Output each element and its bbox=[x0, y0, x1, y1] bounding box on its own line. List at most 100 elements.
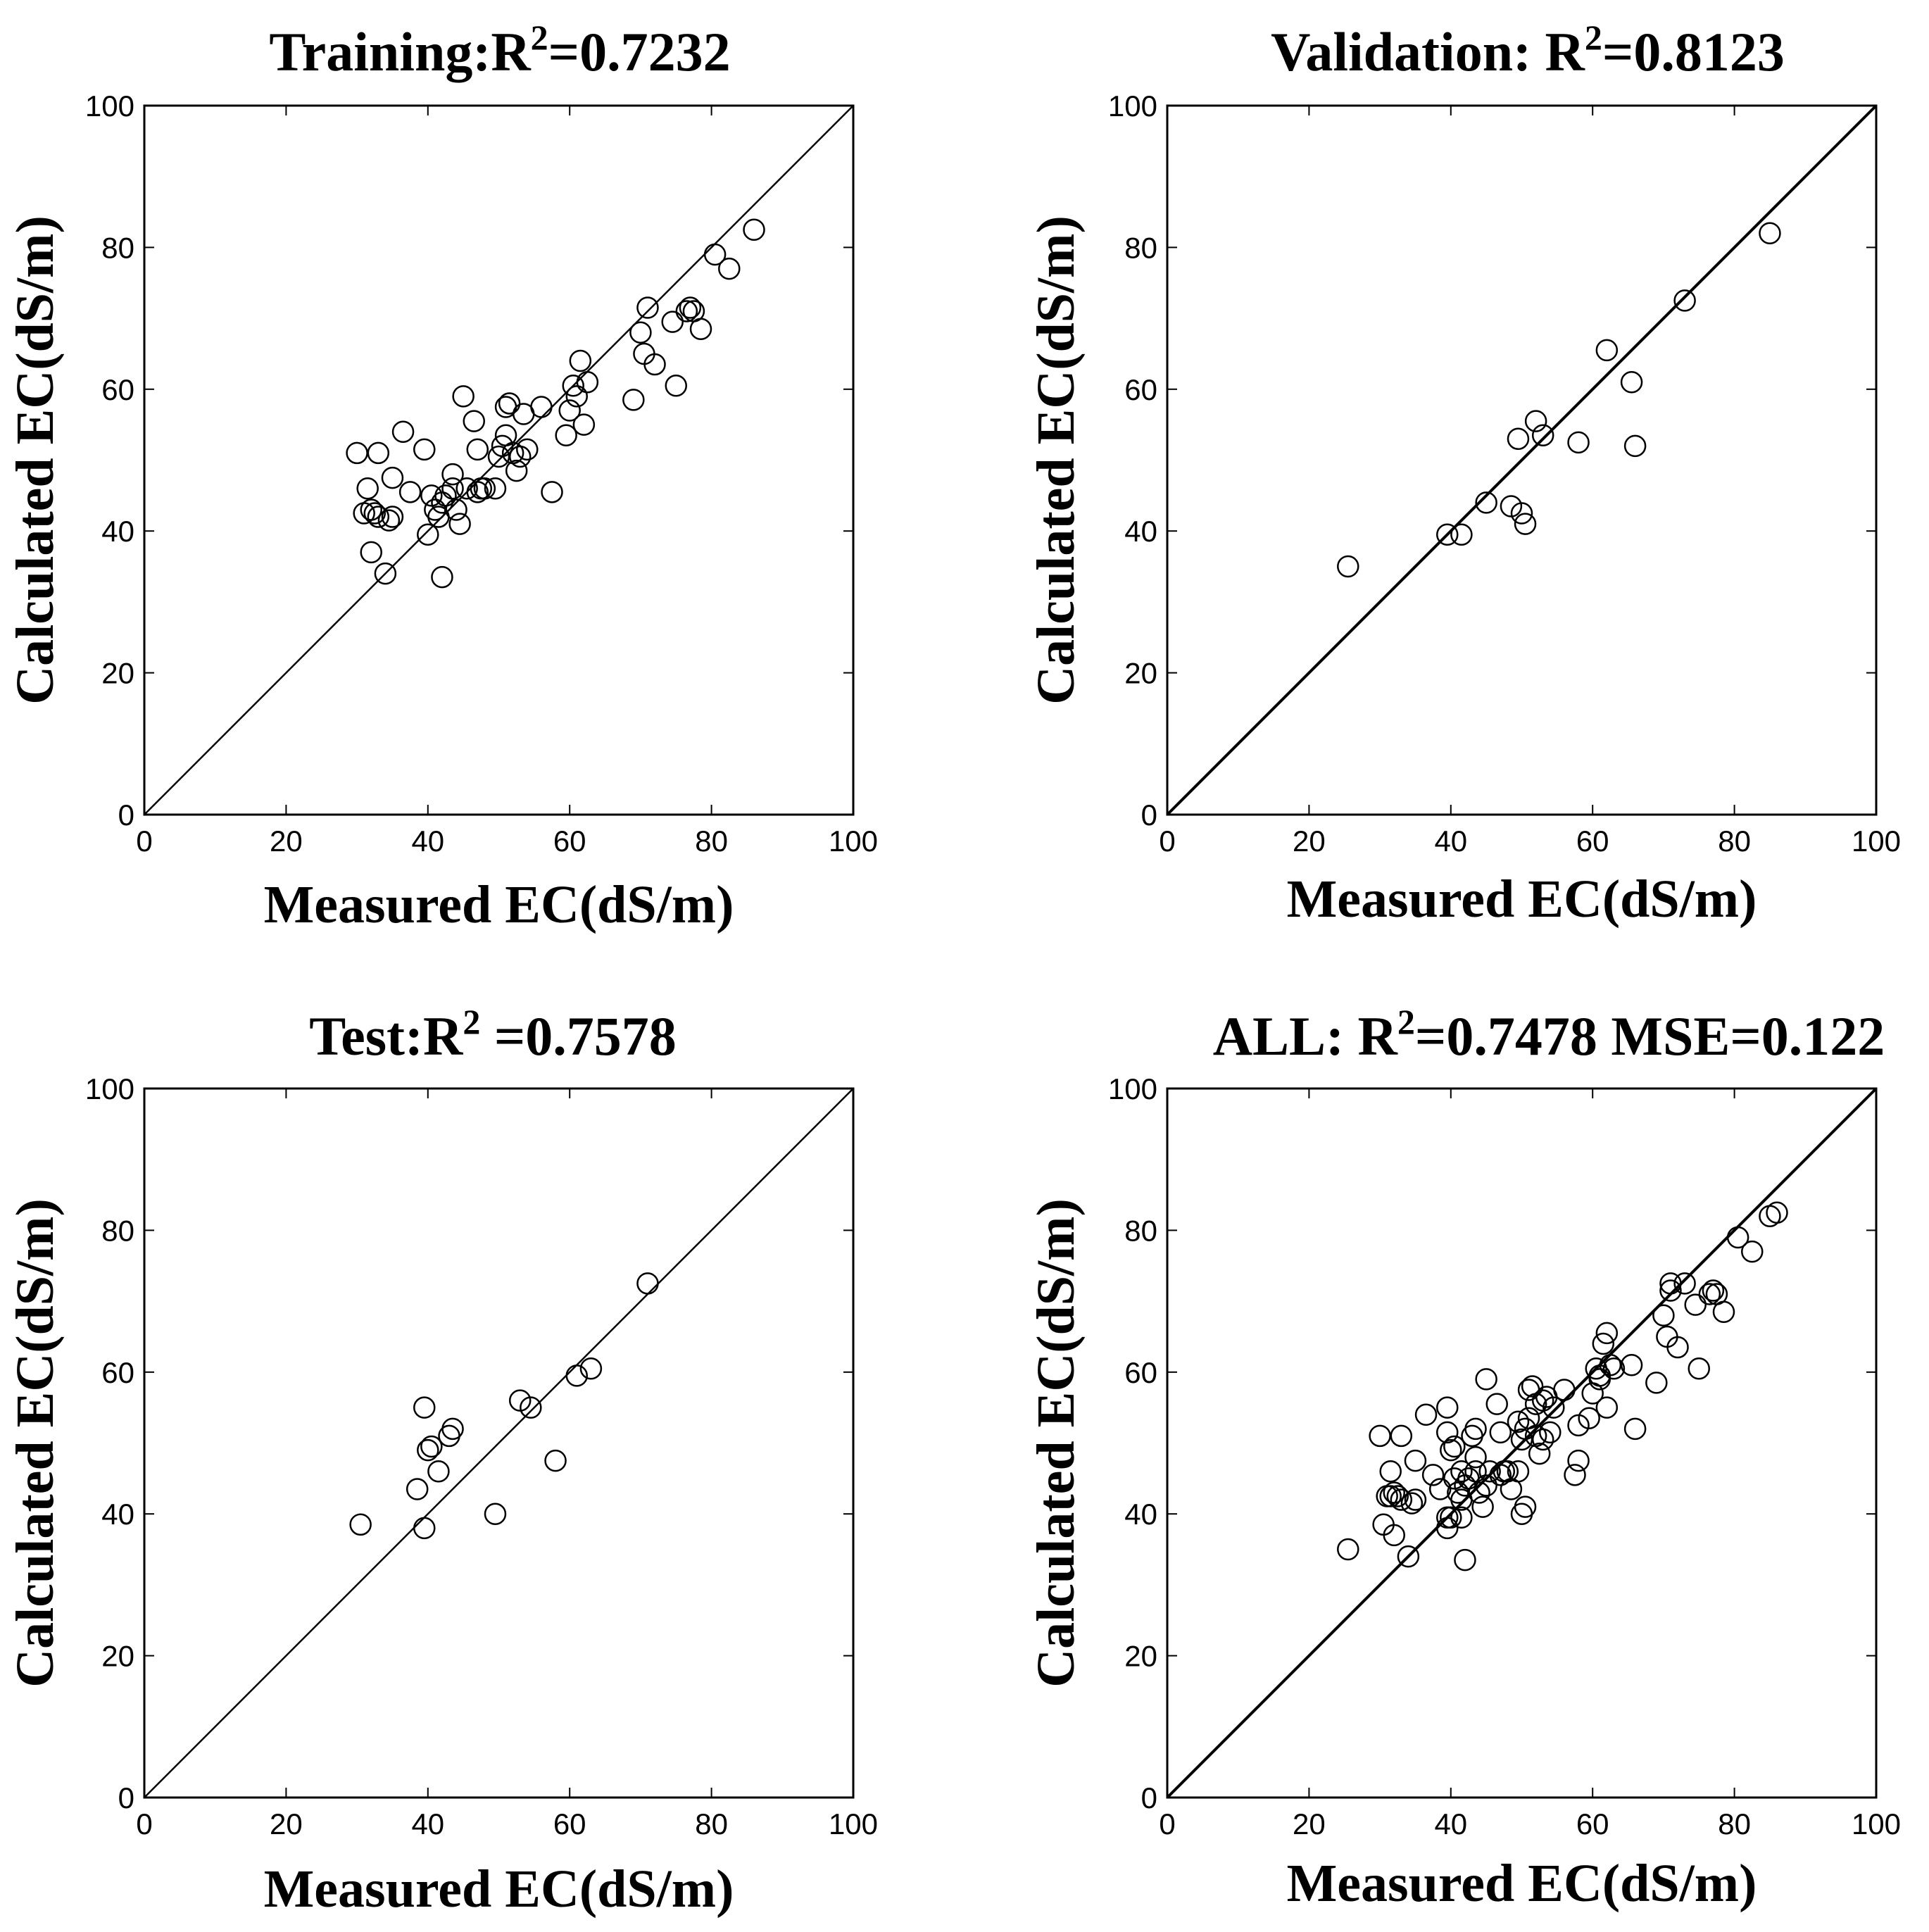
data-point bbox=[505, 459, 528, 482]
data-point bbox=[381, 506, 404, 528]
chart-title-superscript: 2 bbox=[531, 18, 548, 57]
data-point bbox=[431, 565, 453, 589]
data-point bbox=[1531, 424, 1554, 447]
data-point bbox=[1390, 1488, 1413, 1511]
data-point bbox=[1673, 1272, 1696, 1295]
x-axis-label: Measured EC(dS/m) bbox=[1287, 870, 1757, 929]
data-point bbox=[1759, 222, 1781, 245]
data-point bbox=[1440, 1506, 1462, 1529]
data-point bbox=[498, 392, 521, 415]
x-axis-label: Measured EC(dS/m) bbox=[264, 1859, 734, 1919]
y-tick-label: 80 bbox=[1124, 1214, 1157, 1247]
reference-line-1to1 bbox=[1166, 1087, 1878, 1799]
chart-title-main: Training:R bbox=[269, 21, 532, 82]
chart-title-main: ALL: R bbox=[1213, 1005, 1399, 1067]
chart-title: ALL: R2=0.7478 MSE=0.122 bbox=[1213, 1002, 1885, 1067]
chart-title-value: =0.7478 MSE=0.122 bbox=[1415, 1005, 1885, 1067]
data-point bbox=[1602, 1357, 1626, 1380]
data-point bbox=[689, 318, 712, 340]
chart-title: Validation: R2=0.8123 bbox=[1271, 18, 1785, 82]
y-tick-label: 60 bbox=[1124, 373, 1157, 406]
data-point bbox=[622, 389, 645, 411]
data-point bbox=[541, 481, 563, 503]
data-point bbox=[413, 1396, 436, 1419]
data-point bbox=[1766, 1201, 1788, 1224]
chart-title: Training:R2=0.7232 bbox=[269, 18, 730, 82]
data-point bbox=[679, 296, 702, 319]
data-point bbox=[466, 438, 489, 461]
y-tick-label: 40 bbox=[1124, 515, 1157, 548]
chart-title-value: =0.7232 bbox=[548, 21, 731, 82]
data-point bbox=[417, 523, 439, 546]
data-point bbox=[1450, 1460, 1473, 1483]
chart-title-superscript: 2 bbox=[463, 1002, 480, 1041]
data-point bbox=[1379, 1485, 1402, 1507]
y-tick-label: 60 bbox=[1124, 1356, 1157, 1389]
data-point bbox=[441, 477, 464, 500]
data-point bbox=[1443, 1435, 1466, 1458]
data-point bbox=[1383, 1524, 1405, 1547]
x-axis-label: Measured EC(dS/m) bbox=[264, 875, 734, 934]
data-point bbox=[1673, 289, 1696, 312]
data-point bbox=[484, 477, 507, 500]
data-point bbox=[743, 218, 765, 241]
chart-title-main: Validation: R bbox=[1271, 21, 1585, 82]
data-point bbox=[374, 562, 397, 585]
data-point bbox=[1471, 1495, 1494, 1518]
data-point bbox=[448, 513, 471, 535]
x-tick-label: 80 bbox=[695, 824, 728, 858]
reference-line-1to1 bbox=[144, 1088, 854, 1798]
y-tick-label: 0 bbox=[118, 798, 134, 832]
data-point bbox=[1400, 1492, 1424, 1514]
data-point bbox=[1564, 1464, 1586, 1486]
x-tick-label: 80 bbox=[1718, 1807, 1751, 1840]
data-point bbox=[1397, 1545, 1420, 1568]
data-point bbox=[1507, 1410, 1530, 1434]
data-point bbox=[1475, 1368, 1497, 1391]
x-tick-label: 20 bbox=[1293, 824, 1326, 858]
data-point bbox=[1726, 1226, 1749, 1249]
data-point bbox=[445, 498, 467, 521]
data-point bbox=[406, 1478, 429, 1500]
data-point bbox=[1436, 1421, 1459, 1444]
chart-title-superscript: 2 bbox=[1585, 18, 1602, 57]
data-point bbox=[427, 1460, 450, 1483]
data-point bbox=[508, 445, 532, 468]
data-point bbox=[367, 506, 390, 528]
data-point bbox=[520, 1396, 542, 1419]
x-tick-label: 0 bbox=[1159, 824, 1175, 858]
data-point bbox=[569, 349, 592, 372]
data-point bbox=[1496, 1460, 1519, 1483]
data-point bbox=[455, 477, 478, 500]
x-tick-label: 40 bbox=[411, 824, 444, 858]
x-tick-label: 80 bbox=[695, 1807, 728, 1840]
y-tick-label: 0 bbox=[1141, 1781, 1157, 1814]
data-point bbox=[1478, 1460, 1501, 1483]
data-point bbox=[1595, 1396, 1619, 1419]
data-point bbox=[420, 1435, 443, 1458]
data-point bbox=[1464, 1417, 1487, 1441]
data-point bbox=[1450, 523, 1473, 546]
data-point bbox=[1623, 1417, 1647, 1441]
data-point bbox=[1383, 1481, 1405, 1504]
data-point bbox=[484, 1503, 507, 1525]
x-tick-label: 60 bbox=[1576, 824, 1609, 858]
y-axis-label: Calculated EC(dS/m) bbox=[1026, 215, 1086, 705]
data-point bbox=[636, 1272, 659, 1295]
data-point bbox=[1645, 1372, 1668, 1394]
x-tick-label: 100 bbox=[829, 824, 878, 858]
data-point bbox=[398, 481, 422, 503]
data-point bbox=[1404, 1488, 1427, 1511]
data-point bbox=[434, 484, 457, 507]
x-tick-label: 20 bbox=[1293, 1807, 1326, 1840]
data-point bbox=[1414, 1403, 1438, 1426]
x-tick-label: 80 bbox=[1718, 824, 1751, 858]
y-tick-label: 40 bbox=[101, 515, 134, 548]
data-point bbox=[1475, 491, 1497, 514]
y-tick-label: 60 bbox=[101, 1356, 134, 1389]
data-point bbox=[1528, 1442, 1551, 1465]
data-point bbox=[360, 498, 382, 521]
data-point bbox=[1542, 1396, 1565, 1419]
data-point bbox=[1507, 1460, 1530, 1483]
